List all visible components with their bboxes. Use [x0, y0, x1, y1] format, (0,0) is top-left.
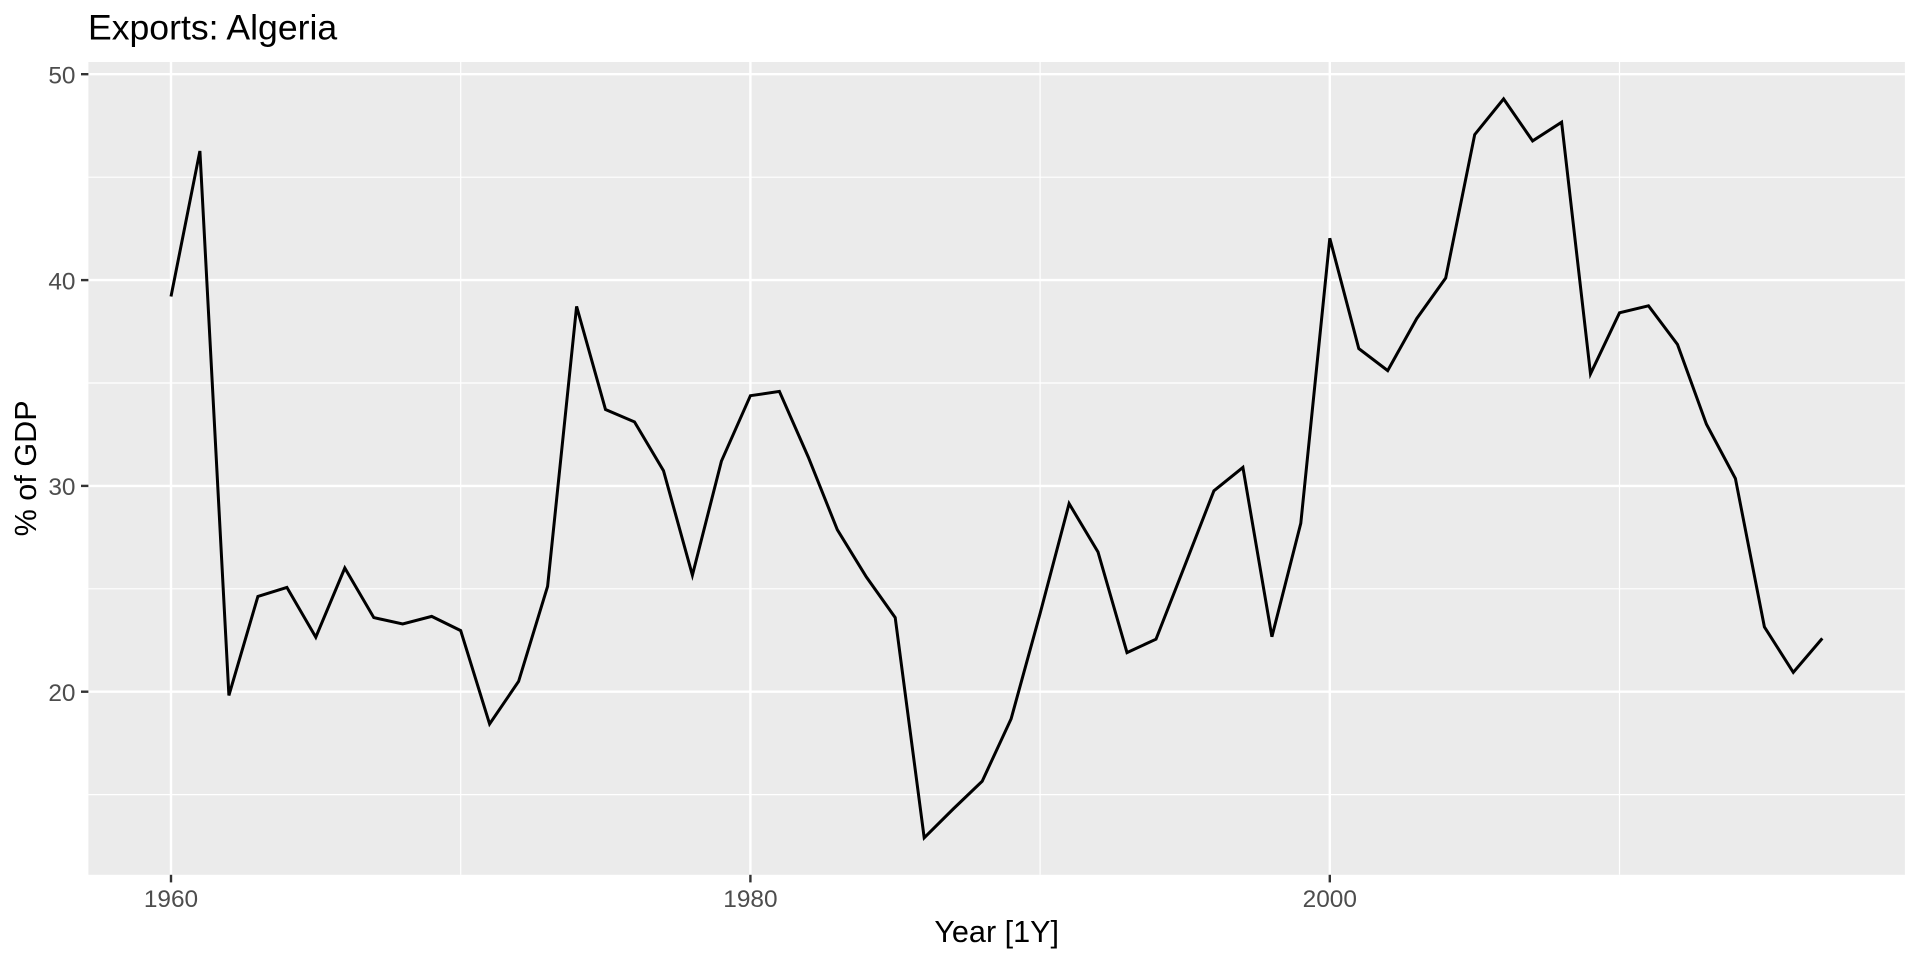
svg-text:40: 40	[48, 268, 75, 295]
svg-text:50: 50	[48, 63, 75, 90]
svg-text:2000: 2000	[1303, 886, 1357, 913]
svg-text:% of GDP: % of GDP	[9, 400, 43, 536]
svg-text:Exports: Algeria: Exports: Algeria	[88, 7, 337, 47]
svg-text:20: 20	[48, 680, 75, 707]
svg-text:30: 30	[48, 474, 75, 501]
svg-text:1960: 1960	[144, 886, 198, 913]
svg-text:Year [1Y]: Year [1Y]	[934, 915, 1059, 949]
svg-text:1980: 1980	[723, 886, 777, 913]
